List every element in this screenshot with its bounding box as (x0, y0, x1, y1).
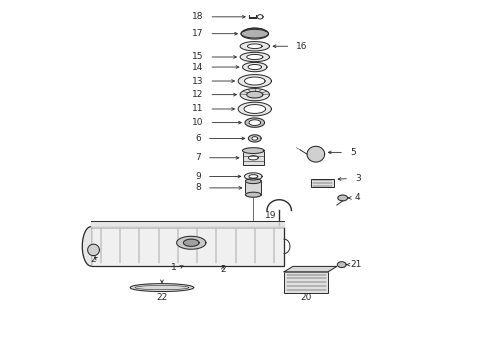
Text: 22: 22 (156, 293, 168, 302)
Polygon shape (249, 175, 258, 178)
Text: 18: 18 (192, 12, 203, 21)
Polygon shape (240, 89, 270, 101)
Polygon shape (240, 41, 270, 51)
Text: 1: 1 (171, 264, 176, 273)
Polygon shape (243, 148, 264, 153)
Polygon shape (307, 146, 325, 162)
Polygon shape (249, 120, 261, 126)
Text: 8: 8 (196, 183, 201, 192)
Text: 16: 16 (296, 42, 308, 51)
Polygon shape (247, 91, 263, 98)
Polygon shape (245, 118, 265, 127)
Polygon shape (284, 272, 328, 293)
Polygon shape (130, 284, 194, 292)
Text: 9: 9 (196, 172, 201, 181)
Text: 12: 12 (192, 90, 203, 99)
Text: 2: 2 (220, 265, 226, 274)
Polygon shape (311, 179, 334, 187)
Polygon shape (247, 44, 262, 49)
Polygon shape (248, 135, 261, 142)
Polygon shape (245, 173, 262, 180)
Polygon shape (241, 28, 269, 39)
Text: 11: 11 (192, 104, 203, 113)
Text: 2: 2 (90, 255, 96, 264)
Text: 7: 7 (196, 153, 201, 162)
Polygon shape (82, 226, 91, 266)
Polygon shape (245, 192, 261, 197)
Polygon shape (244, 104, 266, 113)
Polygon shape (238, 102, 271, 116)
Polygon shape (252, 136, 258, 140)
Text: 10: 10 (192, 118, 203, 127)
Polygon shape (248, 64, 262, 69)
Text: 14: 14 (192, 63, 203, 72)
Polygon shape (91, 221, 284, 226)
Polygon shape (243, 150, 264, 165)
Text: 5: 5 (350, 148, 356, 157)
Polygon shape (248, 156, 258, 160)
Polygon shape (245, 77, 265, 85)
Text: 15: 15 (192, 53, 203, 62)
Polygon shape (183, 239, 199, 246)
Polygon shape (245, 179, 261, 184)
Text: 17: 17 (192, 29, 203, 38)
Text: 21: 21 (350, 260, 362, 269)
Text: 19: 19 (265, 211, 277, 220)
Polygon shape (91, 226, 284, 266)
Text: 13: 13 (192, 77, 203, 86)
Polygon shape (247, 54, 263, 59)
Polygon shape (241, 30, 269, 38)
Polygon shape (238, 75, 271, 87)
Text: 4: 4 (355, 193, 361, 202)
Polygon shape (240, 52, 270, 62)
Polygon shape (88, 244, 99, 256)
Polygon shape (337, 262, 346, 267)
Polygon shape (176, 236, 206, 249)
Text: 6: 6 (196, 134, 201, 143)
Text: 3: 3 (355, 174, 361, 183)
Polygon shape (245, 181, 261, 195)
Polygon shape (243, 62, 267, 72)
Polygon shape (284, 266, 337, 272)
Text: 20: 20 (300, 293, 312, 302)
Polygon shape (338, 195, 347, 201)
